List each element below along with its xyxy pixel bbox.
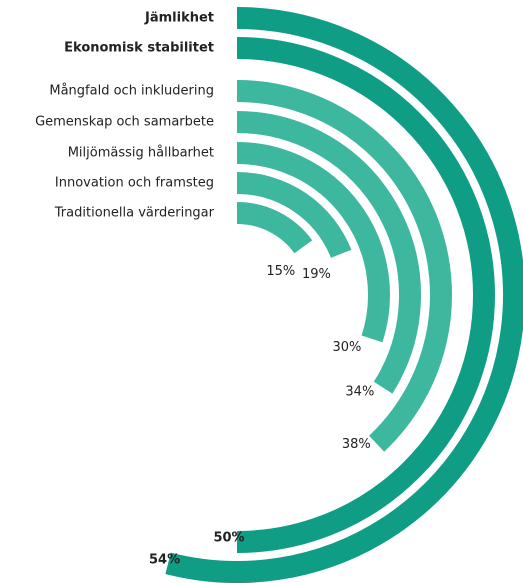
- radial-bar: [236, 111, 421, 394]
- radial-bar: [236, 80, 452, 452]
- category-label: Gemenskap och samarbete: [35, 115, 214, 130]
- value-label: 15%: [266, 264, 295, 279]
- category-label: Jämlikhet: [144, 11, 214, 26]
- value-label: 34%: [345, 385, 374, 400]
- category-label: Traditionella värderingar: [54, 206, 215, 221]
- radial-bar: [236, 202, 313, 254]
- radial-bar: [165, 7, 523, 583]
- value-label: 38%: [342, 437, 371, 452]
- value-label: 19%: [302, 267, 331, 282]
- radial-bar: [236, 172, 352, 259]
- value-label: 30%: [332, 340, 361, 355]
- category-label: Innovation och framsteg: [55, 176, 214, 191]
- value-label: 50%: [213, 531, 244, 546]
- radial-bar: [236, 37, 495, 553]
- category-label: Mångfald och inkludering: [49, 84, 214, 99]
- category-label: Ekonomisk stabilitet: [64, 41, 214, 56]
- category-label: Miljömässig hållbarhet: [68, 146, 214, 161]
- value-label: 54%: [149, 552, 180, 567]
- radial-bar: [236, 142, 390, 343]
